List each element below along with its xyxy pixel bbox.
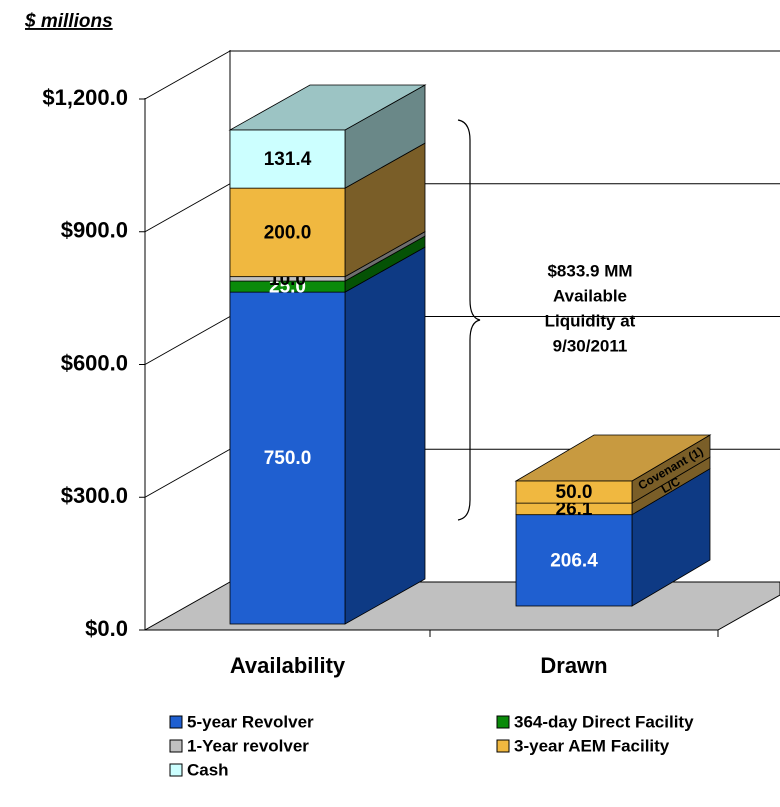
- y-tick-label: $300.0: [61, 483, 128, 508]
- bars: Availability750.025.010.0200.0131.4Drawn…: [228, 84, 712, 678]
- legend-swatch: [169, 739, 183, 753]
- value-label: 50.0: [556, 482, 593, 503]
- legend-label: 3-year AEM Facility: [514, 736, 670, 755]
- grid-line: [144, 448, 231, 498]
- legend-swatch: [496, 739, 510, 753]
- y-tick-label: $1,200.0: [42, 85, 128, 110]
- grid-line: [144, 50, 231, 100]
- annotation-line: $833.9 MM: [547, 261, 632, 280]
- y-tick-label: $900.0: [61, 218, 128, 243]
- value-label: 131.4: [264, 149, 312, 170]
- annotation-line: Liquidity at: [545, 311, 636, 330]
- annotation-line: Available: [553, 286, 627, 305]
- grid: $0.0 $300.0 $600.0 $900.0 $1,200.0: [42, 50, 780, 641]
- legend-label: 5-year Revolver: [187, 712, 314, 731]
- legend-swatch: [169, 763, 183, 777]
- x-tick-label: Drawn: [540, 653, 607, 678]
- value-label: 25.0: [269, 277, 306, 298]
- annotation: $833.9 MM Available Liquidity at 9/30/2011: [545, 261, 636, 355]
- x-tick-label: Availability: [230, 653, 346, 678]
- grid-line: [144, 183, 231, 233]
- bracket: [457, 119, 481, 521]
- legend-label: Cash: [187, 760, 229, 779]
- legend-label: 1-Year revolver: [187, 736, 309, 755]
- grid-line: [144, 316, 231, 365]
- bar: [515, 514, 633, 607]
- y-tick-label: $0.0: [85, 616, 128, 641]
- bar: [229, 187, 346, 278]
- value-label: 200.0: [264, 222, 312, 243]
- value-label: 750.0: [264, 448, 312, 469]
- value-label: 206.4: [550, 550, 598, 571]
- legend-label: 364-day Direct Facility: [514, 712, 694, 731]
- y-axis-unit: $ millions: [24, 11, 113, 32]
- annotation-line: 9/30/2011: [553, 336, 628, 355]
- legend-swatch: [169, 715, 183, 729]
- value-label: 26.1: [556, 499, 593, 520]
- bar: [515, 480, 633, 504]
- legend-swatch: [496, 715, 510, 729]
- bar: [229, 129, 346, 189]
- legend: 5-year Revolver 364-day Direct Facility 1-…: [169, 712, 694, 779]
- y-tick-label: $600.0: [61, 350, 128, 375]
- bar-side: [344, 246, 426, 625]
